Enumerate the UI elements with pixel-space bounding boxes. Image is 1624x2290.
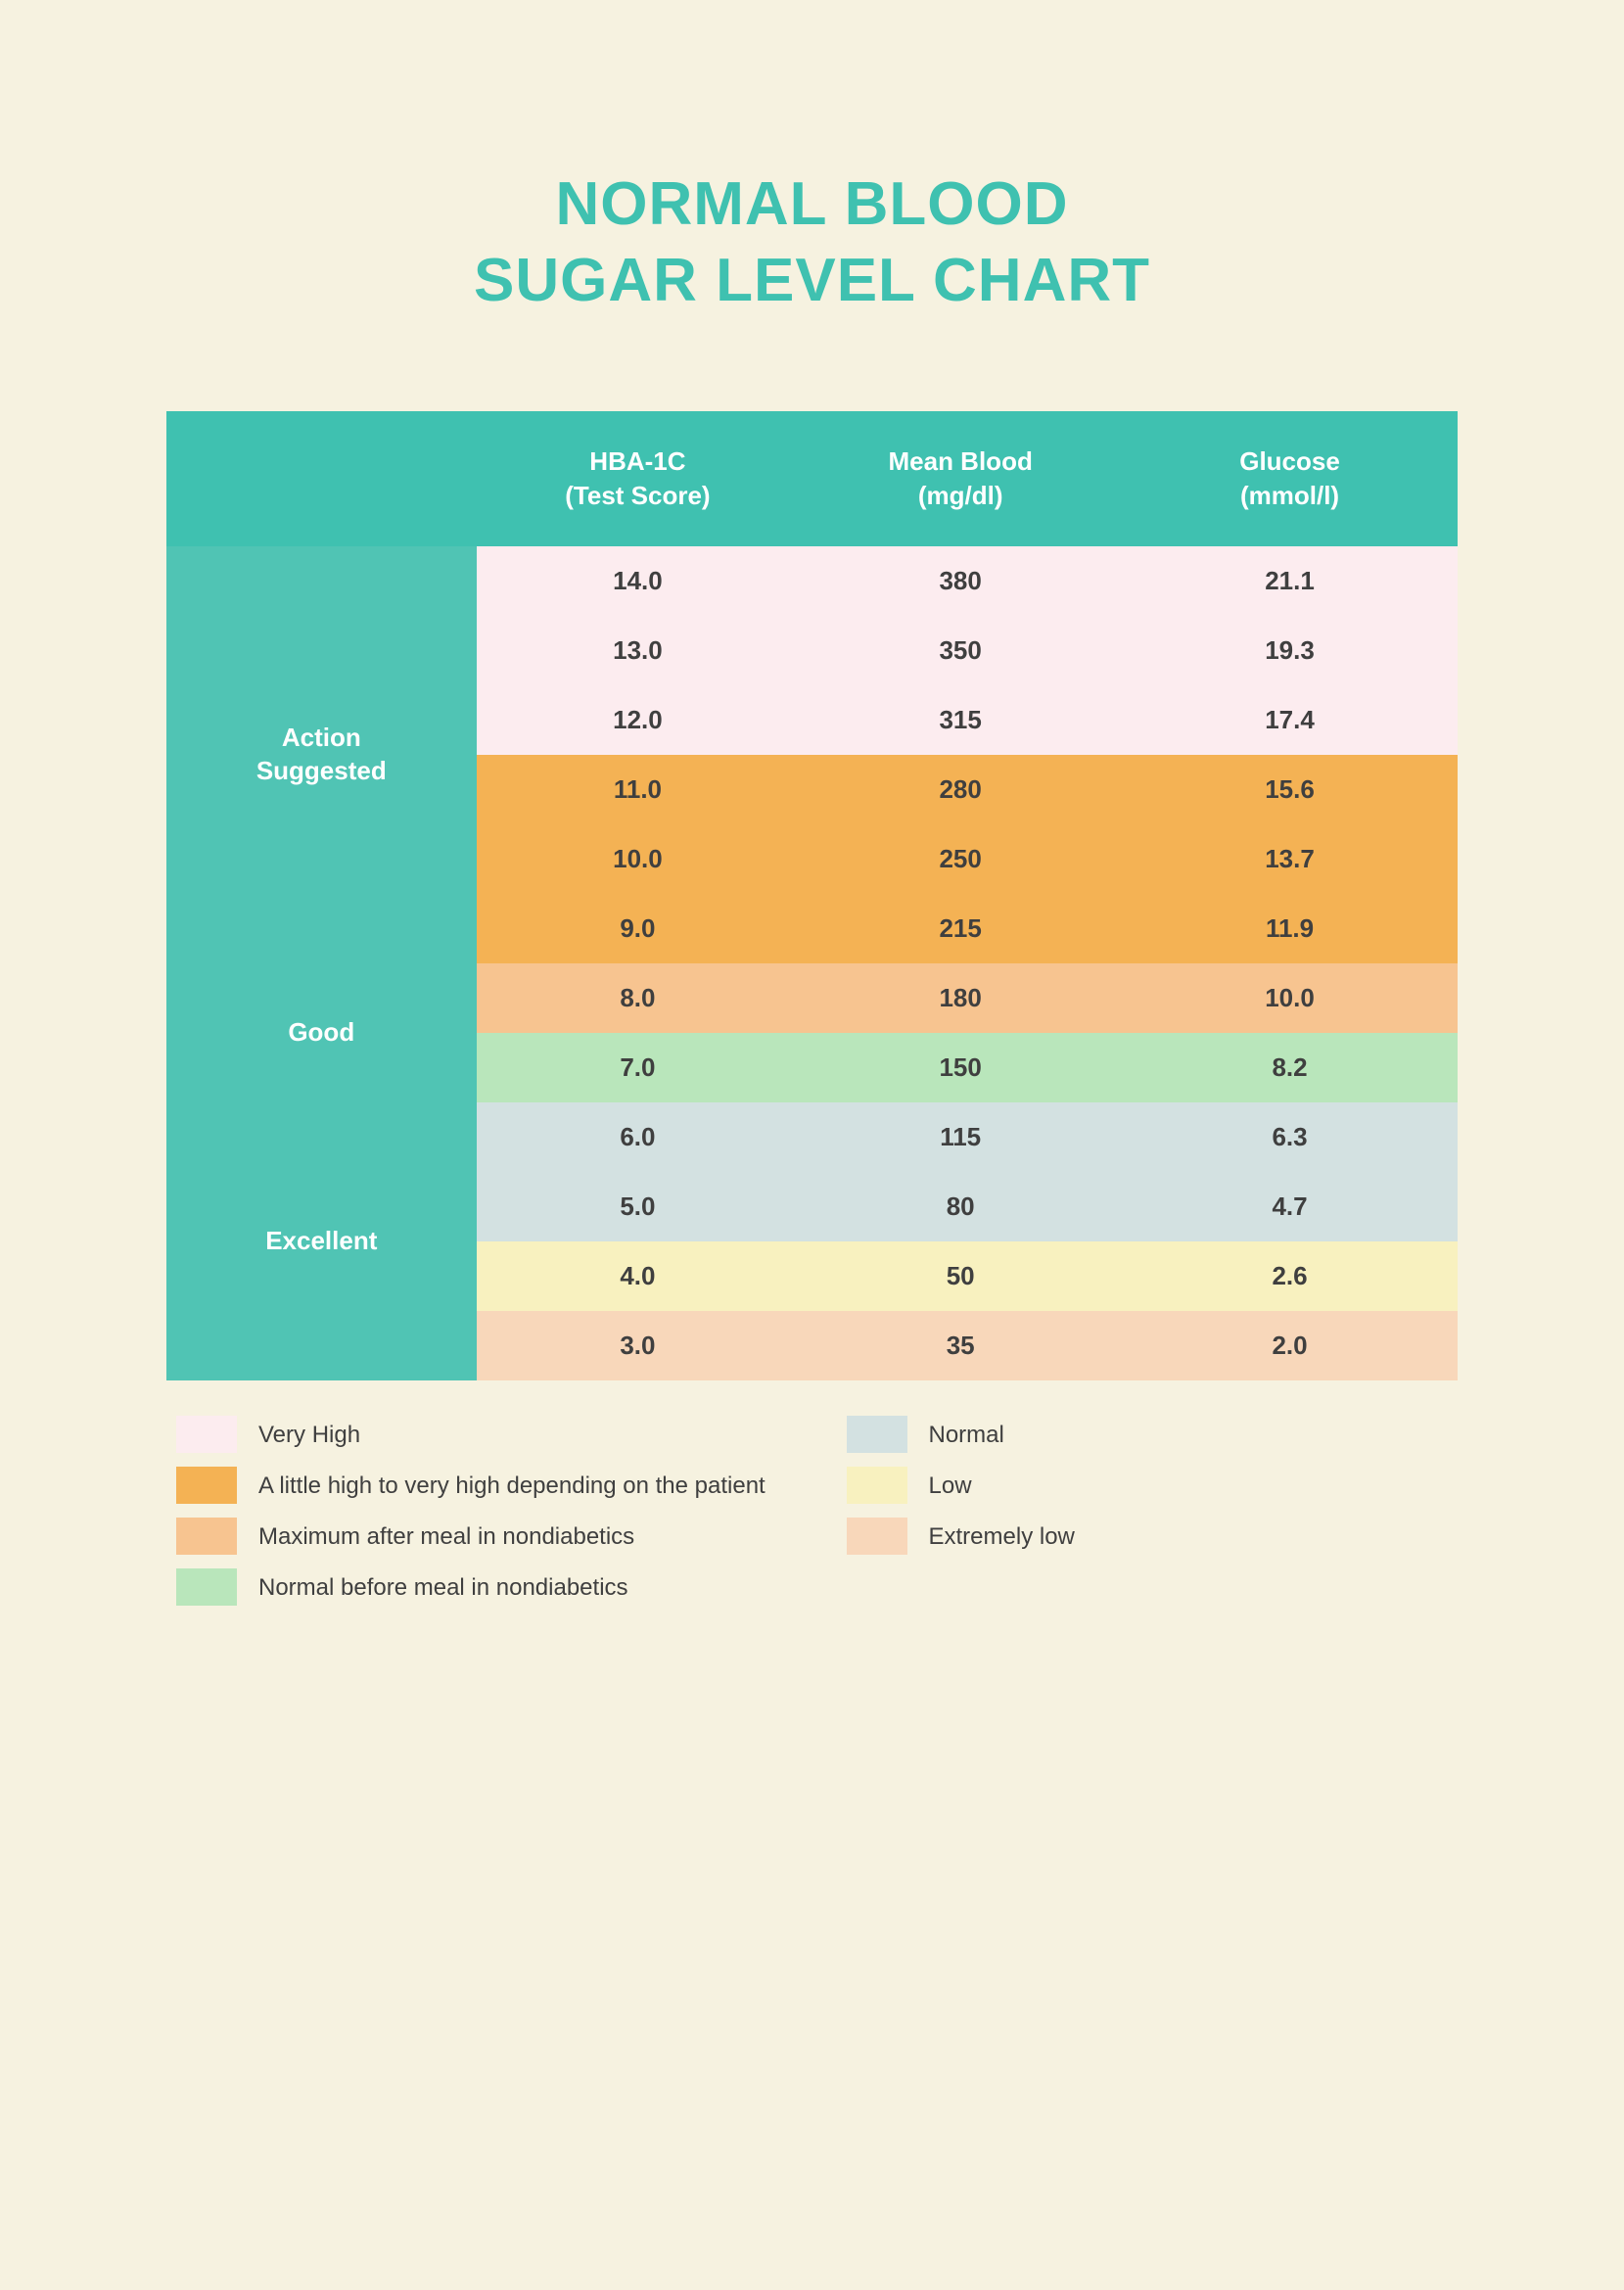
data-cell-mgdl: 215	[799, 894, 1122, 963]
legend: Very High A little high to very high depe…	[166, 1416, 1458, 1619]
legend-col-right: Normal Low Extremely low	[847, 1416, 1449, 1619]
data-cell-mgdl: 35	[799, 1311, 1122, 1380]
data-cell-mgdl: 250	[799, 824, 1122, 894]
data-cell-mmoll: 19.3	[1122, 616, 1458, 685]
data-cell-hba1c: 14.0	[477, 546, 800, 616]
legend-col-left: Very High A little high to very high depe…	[176, 1416, 778, 1619]
legend-label: Normal before meal in nondiabetics	[258, 1568, 628, 1604]
legend-item: Extremely low	[847, 1518, 1449, 1555]
blood-sugar-table: HBA-1C(Test Score) Mean Blood(mg/dl) Glu…	[166, 411, 1458, 1380]
data-cell-hba1c: 13.0	[477, 616, 800, 685]
data-cell-mmoll: 10.0	[1122, 963, 1458, 1033]
data-cell-hba1c: 6.0	[477, 1102, 800, 1172]
legend-label: Normal	[929, 1416, 1004, 1451]
table-row: ActionSuggested14.038021.1	[166, 546, 1458, 616]
col-header-hba1c: HBA-1C(Test Score)	[477, 411, 800, 546]
data-cell-mgdl: 315	[799, 685, 1122, 755]
legend-swatch	[847, 1467, 907, 1504]
legend-item: Normal	[847, 1416, 1449, 1453]
table-body: ActionSuggested14.038021.113.035019.312.…	[166, 546, 1458, 1380]
legend-item: Maximum after meal in nondiabetics	[176, 1518, 778, 1555]
category-cell: ActionSuggested	[166, 546, 477, 963]
data-cell-mgdl: 80	[799, 1172, 1122, 1241]
title-line-2: SUGAR LEVEL CHART	[474, 247, 1150, 314]
category-cell: Excellent	[166, 1102, 477, 1380]
legend-item: Low	[847, 1467, 1449, 1504]
legend-label: Maximum after meal in nondiabetics	[258, 1518, 634, 1553]
data-cell-mgdl: 115	[799, 1102, 1122, 1172]
legend-item: Normal before meal in nondiabetics	[176, 1568, 778, 1606]
data-cell-mmoll: 2.0	[1122, 1311, 1458, 1380]
legend-swatch	[176, 1416, 237, 1453]
data-cell-mgdl: 380	[799, 546, 1122, 616]
data-cell-mmoll: 15.6	[1122, 755, 1458, 824]
data-cell-mmoll: 8.2	[1122, 1033, 1458, 1102]
legend-label: A little high to very high depending on …	[258, 1467, 766, 1502]
data-cell-hba1c: 4.0	[477, 1241, 800, 1311]
table-row: Good8.018010.0	[166, 963, 1458, 1033]
col-header-empty	[166, 411, 477, 546]
legend-item: Very High	[176, 1416, 778, 1453]
data-cell-mgdl: 150	[799, 1033, 1122, 1102]
data-cell-hba1c: 8.0	[477, 963, 800, 1033]
data-cell-mmoll: 2.6	[1122, 1241, 1458, 1311]
data-cell-hba1c: 5.0	[477, 1172, 800, 1241]
page-title: NORMAL BLOOD SUGAR LEVEL CHART	[166, 166, 1458, 318]
data-cell-hba1c: 3.0	[477, 1311, 800, 1380]
data-cell-hba1c: 11.0	[477, 755, 800, 824]
legend-swatch	[176, 1467, 237, 1504]
data-cell-hba1c: 12.0	[477, 685, 800, 755]
legend-label: Low	[929, 1467, 972, 1502]
data-cell-mmoll: 11.9	[1122, 894, 1458, 963]
data-cell-mmoll: 4.7	[1122, 1172, 1458, 1241]
data-cell-mgdl: 180	[799, 963, 1122, 1033]
data-cell-hba1c: 9.0	[477, 894, 800, 963]
data-cell-mmoll: 21.1	[1122, 546, 1458, 616]
data-cell-hba1c: 10.0	[477, 824, 800, 894]
legend-item: A little high to very high depending on …	[176, 1467, 778, 1504]
legend-swatch	[176, 1518, 237, 1555]
data-cell-mgdl: 350	[799, 616, 1122, 685]
legend-label: Very High	[258, 1416, 360, 1451]
table-row: Excellent6.01156.3	[166, 1102, 1458, 1172]
legend-label: Extremely low	[929, 1518, 1075, 1553]
col-header-mmoll: Glucose(mmol/l)	[1122, 411, 1458, 546]
legend-swatch	[847, 1518, 907, 1555]
data-cell-hba1c: 7.0	[477, 1033, 800, 1102]
data-cell-mmoll: 17.4	[1122, 685, 1458, 755]
title-line-1: NORMAL BLOOD	[555, 170, 1068, 238]
data-cell-mmoll: 6.3	[1122, 1102, 1458, 1172]
table-header-row: HBA-1C(Test Score) Mean Blood(mg/dl) Glu…	[166, 411, 1458, 546]
data-cell-mmoll: 13.7	[1122, 824, 1458, 894]
data-cell-mgdl: 280	[799, 755, 1122, 824]
data-cell-mgdl: 50	[799, 1241, 1122, 1311]
col-header-mgdl: Mean Blood(mg/dl)	[799, 411, 1122, 546]
legend-swatch	[847, 1416, 907, 1453]
category-cell: Good	[166, 963, 477, 1102]
legend-swatch	[176, 1568, 237, 1606]
